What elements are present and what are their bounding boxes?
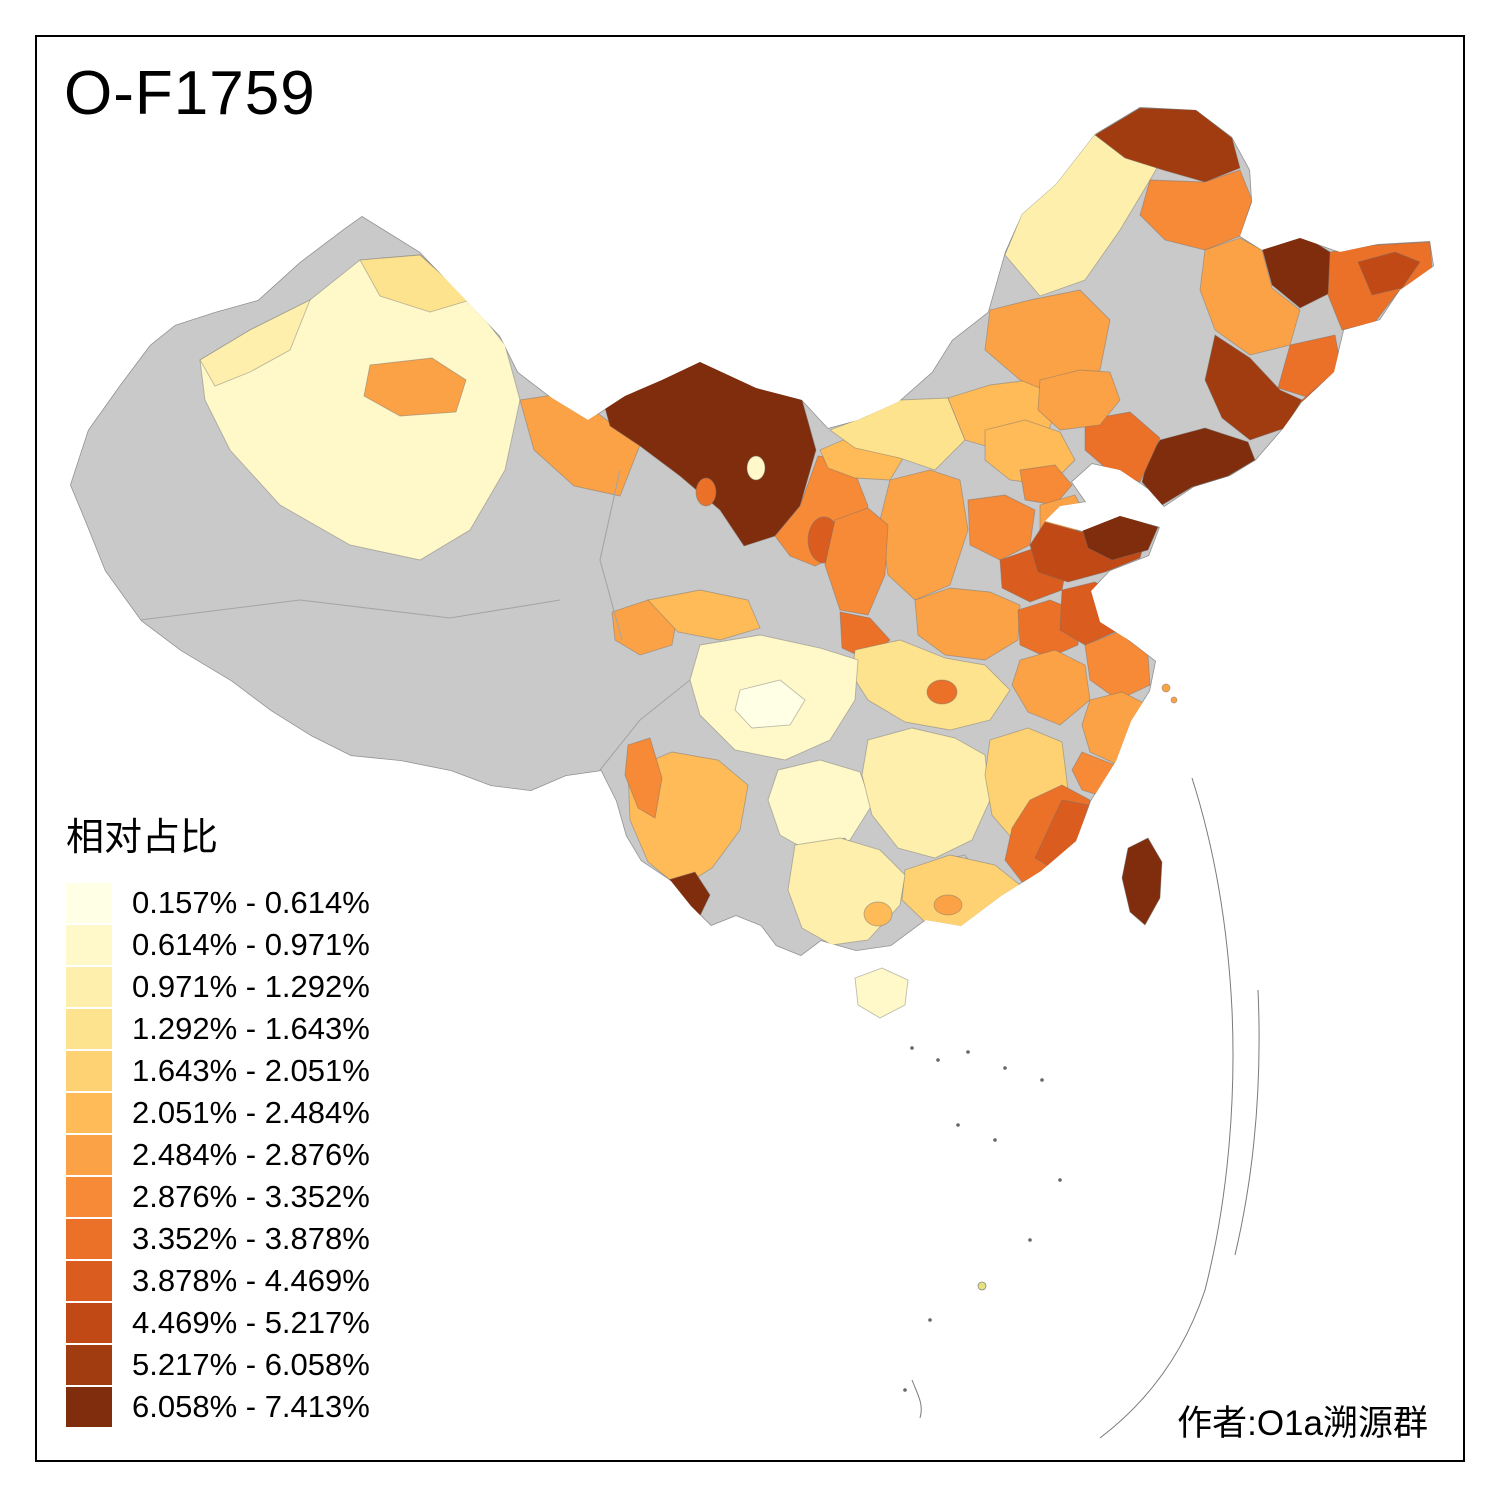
sea-boundary-line	[1099, 777, 1234, 1439]
legend-swatch	[66, 1303, 112, 1343]
region-songyuan	[1199, 237, 1301, 356]
legend-label: 6.058% - 7.413%	[132, 1389, 370, 1424]
region-xinjiang-north	[359, 254, 471, 313]
legend-swatch	[66, 883, 112, 923]
region-zhoushan-2	[1170, 696, 1178, 704]
province-boundary-line	[599, 469, 623, 641]
region-im-west-notch	[695, 477, 717, 507]
region-im-west-sliver	[746, 455, 766, 481]
author-credit: 作者:O1a溯源群	[1177, 1404, 1428, 1443]
region-pearl-delta	[933, 894, 963, 916]
legend-label: 3.878% - 4.469%	[132, 1263, 370, 1298]
legend-item: 0.157% - 0.614%	[66, 883, 370, 923]
legend-swatch	[66, 1345, 112, 1385]
legend-label: 0.157% - 0.614%	[132, 885, 370, 920]
legend-swatch	[66, 1009, 112, 1049]
legend-label: 2.876% - 3.352%	[132, 1179, 370, 1214]
legend-item: 0.971% - 1.292%	[66, 967, 370, 1007]
legend-item: 6.058% - 7.413%	[66, 1387, 370, 1427]
region-taiwan-island	[1121, 837, 1163, 926]
legend-item: 0.614% - 0.971%	[66, 925, 370, 965]
legend-label: 5.217% - 6.058%	[132, 1347, 370, 1382]
region-gansu-south	[647, 589, 761, 641]
region-shaanxi-north	[824, 507, 889, 616]
legend-label: 3.352% - 3.878%	[132, 1221, 370, 1256]
region-hunan	[861, 727, 991, 859]
legend-label: 4.469% - 5.217%	[132, 1305, 370, 1340]
legend-item: 3.352% - 3.878%	[66, 1219, 370, 1259]
region-jiamusi	[1357, 251, 1421, 296]
region-chongqing	[926, 679, 958, 705]
legend-label: 1.292% - 1.643%	[132, 1011, 370, 1046]
province-boundary-line	[139, 599, 561, 621]
legend-label: 1.643% - 2.051%	[132, 1053, 370, 1088]
region-liaoxi	[1084, 411, 1161, 483]
legend-swatch	[66, 1093, 112, 1133]
legend: 相对占比 0.157% - 0.614% 0.614% - 0.971% 0.971…	[66, 806, 370, 1429]
region-mohe	[1094, 107, 1241, 183]
region-inner-mongolia-east	[984, 289, 1111, 397]
province-boundary-line	[599, 679, 691, 771]
small-islands	[903, 1046, 1062, 1392]
region-henan	[914, 587, 1021, 661]
legend-swatch	[66, 1261, 112, 1301]
region-hainan-island	[854, 967, 909, 1019]
legend-label: 0.614% - 0.971%	[132, 927, 370, 962]
legend-swatch	[66, 1051, 112, 1091]
legend-item: 2.051% - 2.484%	[66, 1093, 370, 1133]
region-chifeng	[1037, 369, 1121, 431]
legend-title: 相对占比	[66, 817, 219, 859]
sea-boundary-line	[1234, 989, 1260, 1256]
legend-swatch	[66, 967, 112, 1007]
region-anhui	[1011, 649, 1091, 726]
region-beijing	[1019, 464, 1073, 506]
legend-item: 1.292% - 1.643%	[66, 1009, 370, 1049]
legend-swatch	[66, 1387, 112, 1427]
legend-item: 5.217% - 6.058%	[66, 1345, 370, 1385]
page-title: O-F1759	[64, 59, 316, 128]
legend-swatch	[66, 1219, 112, 1259]
legend-label: 0.971% - 1.292%	[132, 969, 370, 1004]
island-dot-yellow	[977, 1281, 987, 1291]
region-chengdu	[734, 679, 806, 729]
region-guizhou	[767, 759, 873, 853]
region-xinjiang-korla	[363, 357, 467, 417]
region-yunnan-west	[624, 737, 663, 819]
legend-label: 2.051% - 2.484%	[132, 1095, 370, 1130]
legend-swatch	[66, 1177, 112, 1217]
legend-label: 2.484% - 2.876%	[132, 1137, 370, 1172]
region-zhoushan-1	[1161, 683, 1171, 693]
region-guangxi-spot	[863, 901, 893, 927]
legend-item: 1.643% - 2.051%	[66, 1051, 370, 1091]
legend-item: 3.878% - 4.469%	[66, 1261, 370, 1301]
legend-item: 2.484% - 2.876%	[66, 1135, 370, 1175]
legend-item: 2.876% - 3.352%	[66, 1177, 370, 1217]
region-heilongjiang-north	[1139, 169, 1253, 251]
legend-item: 4.469% - 5.217%	[66, 1303, 370, 1343]
sea-boundary-line	[911, 1379, 922, 1419]
legend-swatch	[66, 925, 112, 965]
legend-swatch	[66, 1135, 112, 1175]
legend-items: 0.157% - 0.614% 0.614% - 0.971% 0.971% - 1…	[66, 883, 370, 1427]
region-xinjiang-nw	[199, 299, 311, 387]
